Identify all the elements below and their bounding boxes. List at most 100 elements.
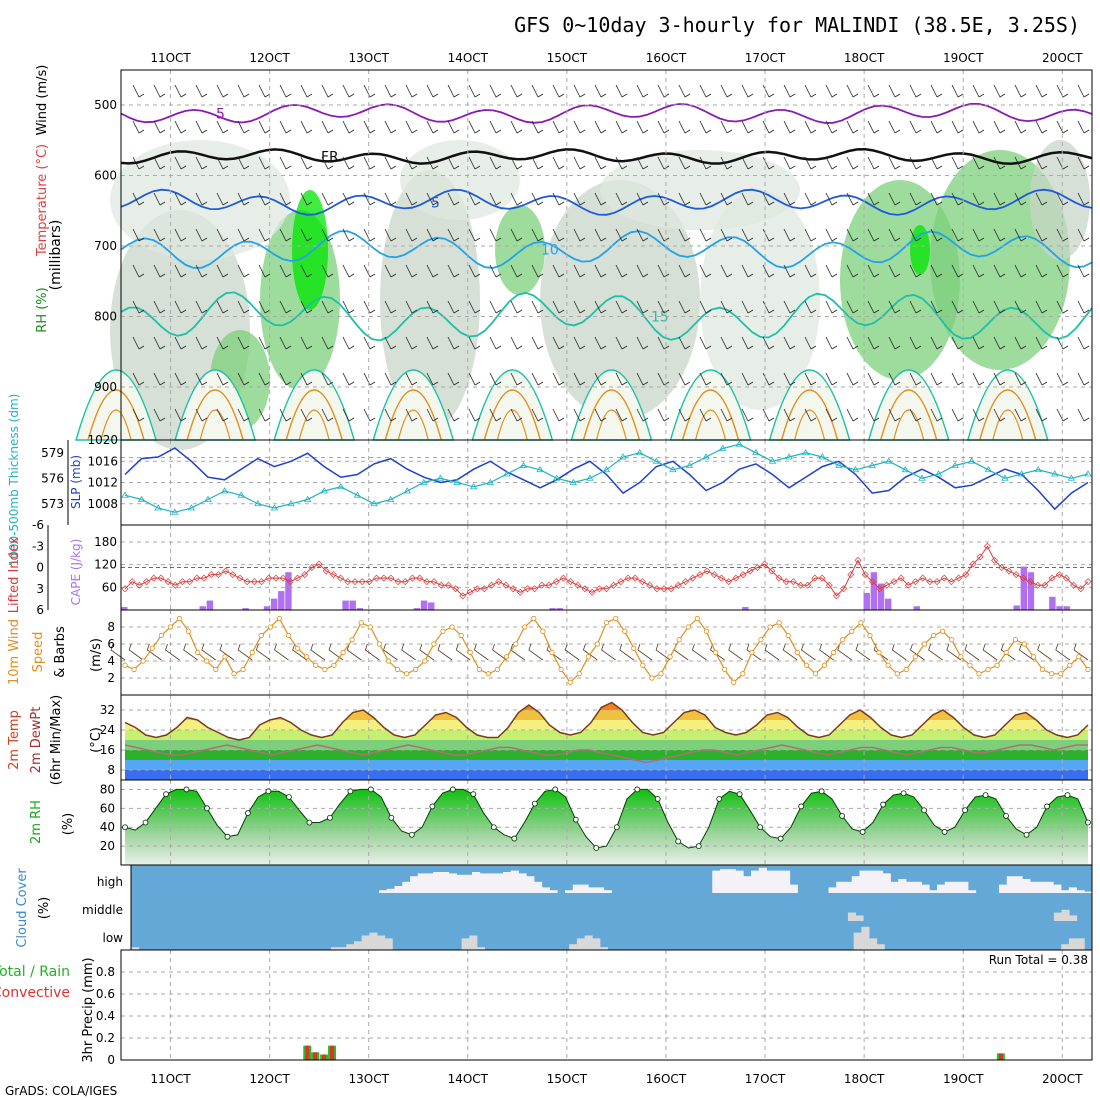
wind-marker	[803, 662, 809, 668]
wind-marker	[476, 666, 482, 673]
wind-barb	[426, 336, 439, 350]
wind-barb	[888, 408, 901, 422]
wind-barb	[489, 300, 502, 314]
wind-barb	[1014, 192, 1027, 206]
wind-barb	[419, 643, 435, 661]
rh-marker	[511, 835, 518, 842]
x-tick-label-bottom: 17OCT	[745, 1072, 786, 1086]
wind-barb	[195, 336, 208, 350]
y-tick-label: 20	[100, 839, 115, 853]
rh-shading	[495, 205, 545, 295]
thickness-marker	[486, 478, 494, 485]
wind-barb	[573, 372, 586, 386]
wind-barb	[972, 120, 985, 134]
cloud-fill-high	[534, 881, 543, 893]
wind-marker	[612, 615, 619, 622]
cape-bar	[1056, 606, 1063, 610]
wind-barb	[951, 408, 964, 422]
wind-barb	[447, 408, 460, 422]
rh-marker	[818, 788, 825, 795]
wind-barb	[489, 408, 502, 422]
wind-marker	[195, 649, 201, 656]
wind-barb	[1056, 264, 1069, 278]
wind-barb	[804, 192, 817, 206]
wind-barb	[426, 192, 439, 206]
cloud-background	[131, 865, 1092, 950]
lifted-marker	[638, 578, 646, 586]
lifted-marker	[394, 578, 402, 586]
wind-barb	[552, 264, 565, 278]
wind-barb	[594, 228, 607, 242]
wind-barb	[867, 192, 880, 206]
thickness-marker	[785, 453, 793, 460]
y-tick-label: 8	[107, 763, 115, 777]
wind-barb	[363, 120, 376, 134]
wind-barb	[846, 336, 859, 350]
wind-marker	[167, 624, 174, 630]
y-axis-label-right: SLP (mb)	[69, 455, 83, 509]
wind-marker	[649, 675, 655, 681]
wind-barb	[783, 408, 796, 422]
lifted-marker	[682, 578, 690, 586]
cloud-fill-low	[476, 947, 486, 950]
x-tick-label-top: 11OCT	[150, 51, 191, 65]
cloud-fill-low	[384, 938, 393, 950]
rh-marker	[408, 831, 415, 838]
isotherm-label: FR	[321, 149, 339, 165]
lifted-marker	[430, 578, 438, 586]
wind-marker	[295, 645, 301, 651]
wind-barb	[657, 408, 670, 422]
wind-barb	[699, 228, 712, 242]
wind-barb	[342, 120, 355, 134]
lifted-marker	[1034, 581, 1042, 589]
rh-marker	[183, 786, 190, 793]
thickness-marker	[951, 461, 959, 468]
cloud-fill-high	[1068, 887, 1077, 893]
wind-barb	[678, 192, 691, 206]
cloud-fill-high	[410, 876, 419, 893]
lifted-marker	[293, 574, 301, 582]
wind-barb	[615, 336, 628, 350]
wind-barb	[1077, 264, 1090, 278]
wind-marker	[749, 649, 755, 656]
wind-barb	[888, 372, 901, 386]
wind-marker	[731, 679, 737, 685]
wind-barb	[888, 336, 901, 350]
cloud-fill-high	[433, 872, 442, 893]
wind-barb	[657, 336, 670, 350]
wind-barb	[552, 156, 565, 170]
rh-shading	[1030, 140, 1090, 260]
precip-bar-convective	[305, 1045, 310, 1060]
wind-barb	[552, 84, 565, 98]
lifted-marker	[459, 592, 467, 600]
lifted-marker	[265, 574, 273, 582]
wind-barb	[728, 643, 744, 661]
wind-barb	[153, 192, 166, 206]
thickness-marker	[187, 504, 196, 511]
lifted-marker	[516, 588, 524, 596]
wind-barb	[846, 264, 859, 278]
x-axis-bottom: 11OCT 12OCT 13OCT 14OCT 15OCT 16OCT 17OCT 18OCT…	[150, 1072, 1083, 1086]
isotherm-line	[120, 188, 1093, 216]
thickness-marker	[420, 478, 428, 485]
wind-barb	[321, 372, 334, 386]
rh-marker	[163, 791, 169, 798]
thickness-marker	[403, 487, 411, 494]
thickness-marker	[669, 465, 677, 473]
temp-band	[125, 702, 1088, 710]
x-tick-label-bottom: 11OCT	[150, 1072, 191, 1086]
wind-barb	[468, 228, 481, 242]
wind-marker	[1058, 671, 1064, 677]
lifted-marker	[466, 588, 474, 596]
cloud-fill-high	[851, 876, 860, 893]
y-tick-label: 0	[107, 1053, 115, 1067]
wind-barb	[699, 336, 712, 350]
wind-barb	[783, 156, 796, 170]
wind-barb	[258, 192, 271, 206]
lifted-marker	[947, 578, 955, 586]
wind-barb	[804, 228, 817, 242]
wind-barb	[615, 156, 628, 170]
lifted-marker	[214, 571, 222, 579]
wind-barb	[637, 643, 653, 661]
wind-barb	[909, 408, 922, 422]
